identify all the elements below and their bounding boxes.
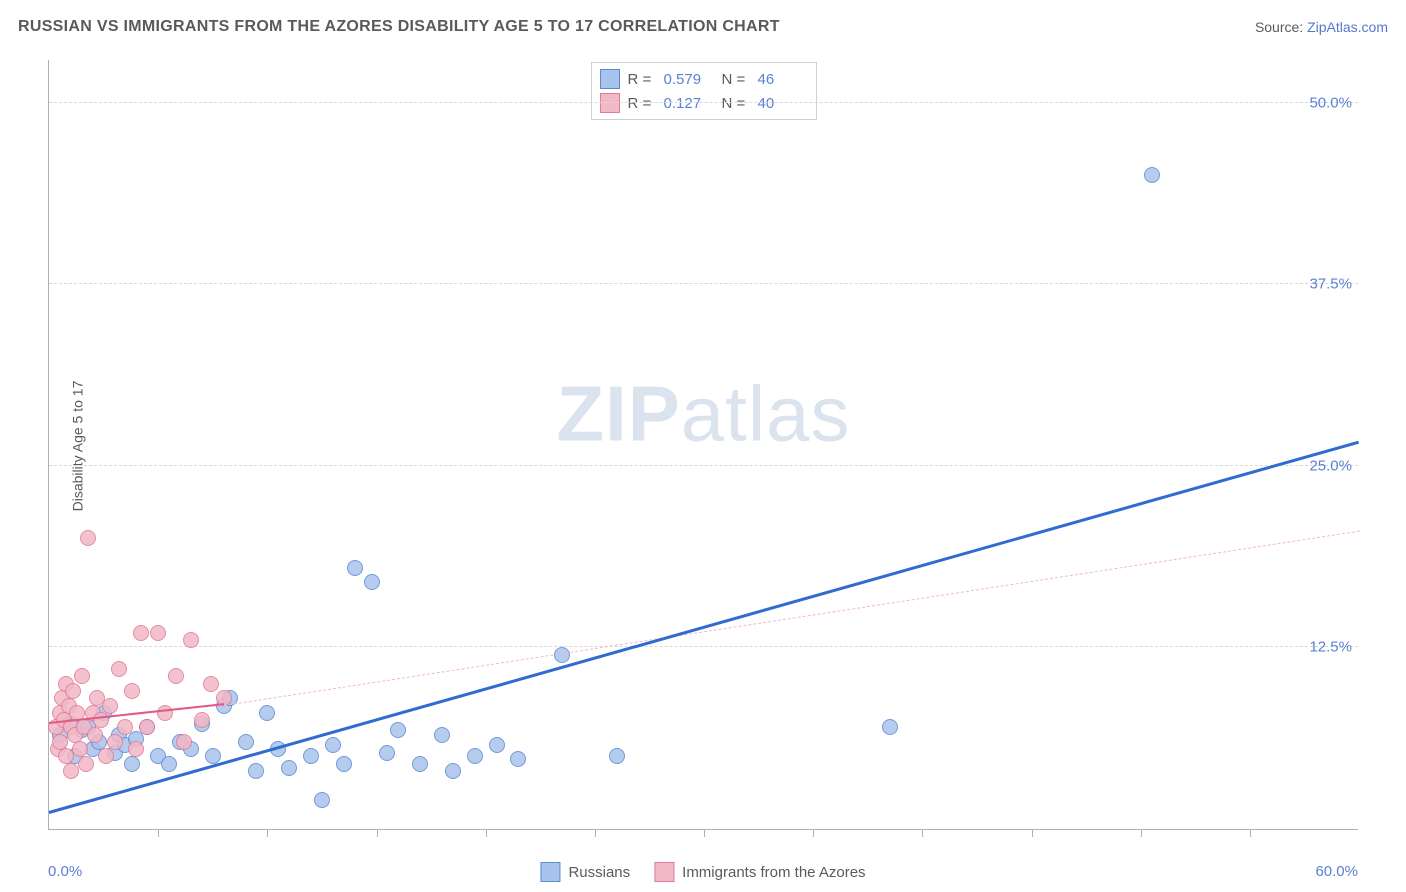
data-point (194, 712, 210, 728)
data-point (107, 734, 123, 750)
gridline (49, 465, 1358, 466)
data-point (87, 727, 103, 743)
legend-item-russians: Russians (540, 862, 630, 882)
n-value-azores: 40 (758, 95, 808, 112)
source-attribution: Source: ZipAtlas.com (1255, 19, 1388, 35)
r-label: R = (628, 95, 656, 112)
chart-header: RUSSIAN VS IMMIGRANTS FROM THE AZORES DI… (18, 18, 1388, 36)
data-point (248, 763, 264, 779)
x-tick (158, 829, 159, 837)
chart-title: RUSSIAN VS IMMIGRANTS FROM THE AZORES DI… (18, 18, 780, 36)
x-axis-max-label: 60.0% (1315, 863, 1358, 880)
x-tick (813, 829, 814, 837)
data-point (238, 734, 254, 750)
swatch-russians (600, 69, 620, 89)
data-point (445, 763, 461, 779)
x-tick (1250, 829, 1251, 837)
data-point (467, 748, 483, 764)
data-point (314, 792, 330, 808)
watermark: ZIPatlas (556, 368, 850, 459)
n-value-russians: 46 (758, 71, 808, 88)
data-point (150, 625, 166, 641)
trend-line (49, 441, 1360, 814)
data-point (379, 745, 395, 761)
x-tick (377, 829, 378, 837)
data-point (65, 683, 81, 699)
watermark-atlas: atlas (681, 369, 851, 457)
data-point (203, 676, 219, 692)
data-point (98, 748, 114, 764)
legend-swatch-russians (540, 862, 560, 882)
data-point (434, 727, 450, 743)
data-point (80, 530, 96, 546)
data-point (124, 683, 140, 699)
data-point (259, 705, 275, 721)
x-tick (922, 829, 923, 837)
x-axis-min-label: 0.0% (48, 863, 82, 880)
x-tick (1141, 829, 1142, 837)
data-point (124, 756, 140, 772)
x-tick (267, 829, 268, 837)
data-point (882, 719, 898, 735)
data-point (161, 756, 177, 772)
scatter-plot-area: ZIPatlas R = 0.579 N = 46 R = 0.127 N = … (48, 60, 1358, 830)
gridline (49, 646, 1358, 647)
x-tick (595, 829, 596, 837)
data-point (364, 574, 380, 590)
source-label: Source: (1255, 19, 1303, 35)
correlation-legend: R = 0.579 N = 46 R = 0.127 N = 40 (591, 62, 817, 120)
n-label: N = (722, 71, 750, 88)
source-link[interactable]: ZipAtlas.com (1307, 19, 1388, 35)
data-point (111, 661, 127, 677)
data-point (412, 756, 428, 772)
y-tick-label: 50.0% (1309, 94, 1352, 111)
data-point (78, 756, 94, 772)
legend-row-russians: R = 0.579 N = 46 (600, 67, 808, 91)
data-point (157, 705, 173, 721)
data-point (325, 737, 341, 753)
legend-item-azores: Immigrants from the Azores (654, 862, 865, 882)
x-tick (1032, 829, 1033, 837)
x-tick (486, 829, 487, 837)
data-point (336, 756, 352, 772)
data-point (117, 719, 133, 735)
y-tick-label: 37.5% (1309, 276, 1352, 293)
data-point (139, 719, 155, 735)
r-label: R = (628, 71, 656, 88)
y-tick-label: 25.0% (1309, 457, 1352, 474)
data-point (128, 741, 144, 757)
data-point (133, 625, 149, 641)
data-point (510, 751, 526, 767)
data-point (609, 748, 625, 764)
y-tick-label: 12.5% (1309, 639, 1352, 656)
data-point (102, 698, 118, 714)
data-point (176, 734, 192, 750)
data-point (74, 668, 90, 684)
data-point (390, 722, 406, 738)
swatch-azores (600, 93, 620, 113)
x-tick (704, 829, 705, 837)
data-point (168, 668, 184, 684)
gridline (49, 102, 1358, 103)
data-point (347, 560, 363, 576)
legend-row-azores: R = 0.127 N = 40 (600, 91, 808, 115)
r-value-azores: 0.127 (664, 95, 714, 112)
trend-line (224, 530, 1359, 705)
watermark-zip: ZIP (556, 369, 680, 457)
data-point (281, 760, 297, 776)
series-legend: Russians Immigrants from the Azores (540, 862, 865, 882)
legend-label-azores: Immigrants from the Azores (682, 864, 865, 881)
data-point (1144, 167, 1160, 183)
data-point (303, 748, 319, 764)
legend-swatch-azores (654, 862, 674, 882)
r-value-russians: 0.579 (664, 71, 714, 88)
data-point (93, 712, 109, 728)
data-point (183, 632, 199, 648)
data-point (489, 737, 505, 753)
legend-label-russians: Russians (568, 864, 630, 881)
gridline (49, 283, 1358, 284)
data-point (63, 763, 79, 779)
n-label: N = (722, 95, 750, 112)
